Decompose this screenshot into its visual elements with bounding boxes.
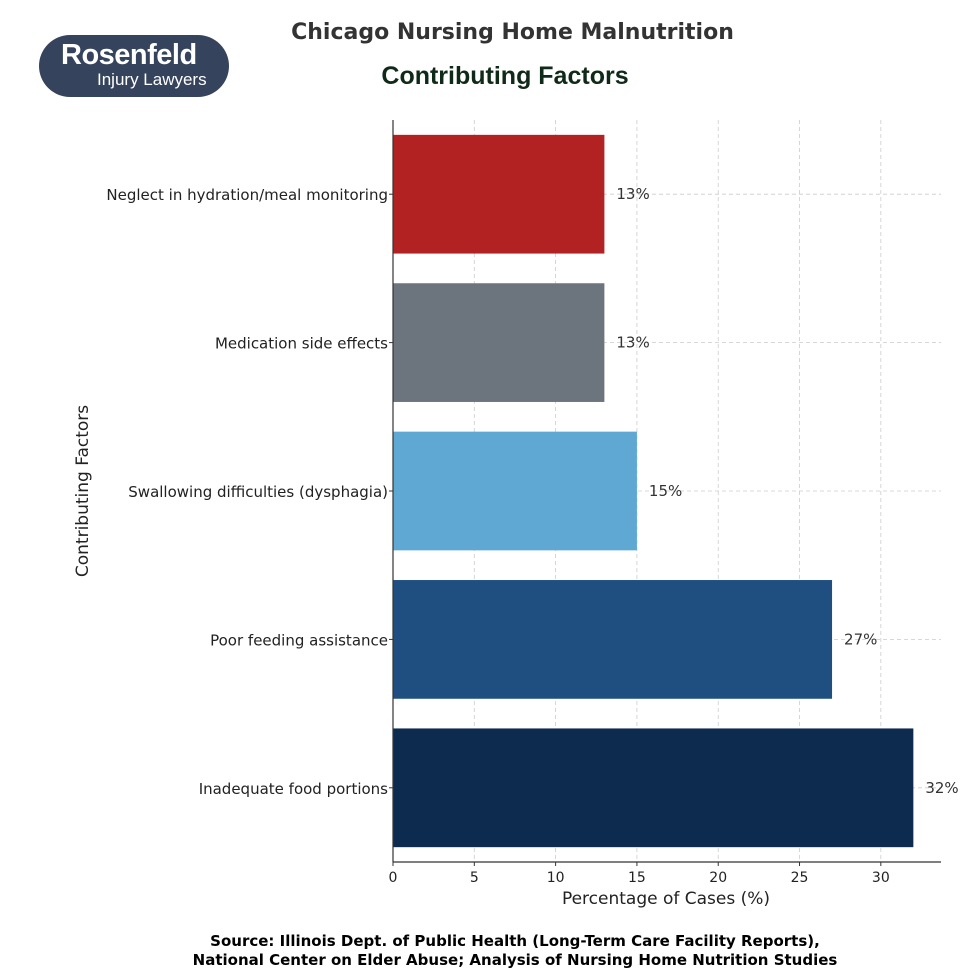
bar [393,431,637,551]
x-tick-label: 25 [791,870,809,886]
logo-line1: Rosenfeld [61,39,197,71]
category-label: Poor feeding assistance [210,631,388,649]
source-note: Source: Illinois Dept. of Public Health … [0,932,980,970]
x-tick-label: 0 [389,870,398,886]
data-label: 32% [925,779,958,797]
category-label: Neglect in hydration/meal monitoring [106,186,388,204]
x-tick-label: 30 [872,870,890,886]
x-tick-label: 5 [470,870,479,886]
data-label: 13% [616,334,649,352]
category-label: Inadequate food portions [199,780,388,798]
data-label: 13% [616,185,649,203]
bar [393,283,605,402]
data-label: 15% [649,482,682,500]
data-label: 27% [844,630,877,648]
source-line2: National Center on Elder Abuse; Analysis… [192,951,838,969]
category-label: Swallowing difficulties (dysphagia) [128,483,388,501]
bar [393,728,914,848]
x-tick-label: 20 [709,870,727,886]
page-title: Chicago Nursing Home Malnutrition [291,20,734,45]
x-tick-label: 10 [547,870,565,886]
x-axis-label: Percentage of Cases (%) [562,889,770,909]
bar [393,134,605,254]
chart-title: Contributing Factors [381,62,629,90]
source-line1: Source: Illinois Dept. of Public Health … [210,932,820,950]
x-tick-label: 15 [628,870,646,886]
category-label: Medication side effects [215,335,388,353]
bar [393,580,833,699]
logo-line2: Injury Lawyers [97,70,207,89]
logo: Rosenfeld Injury Lawyers [39,35,229,97]
y-axis-label: Contributing Factors [73,405,93,577]
